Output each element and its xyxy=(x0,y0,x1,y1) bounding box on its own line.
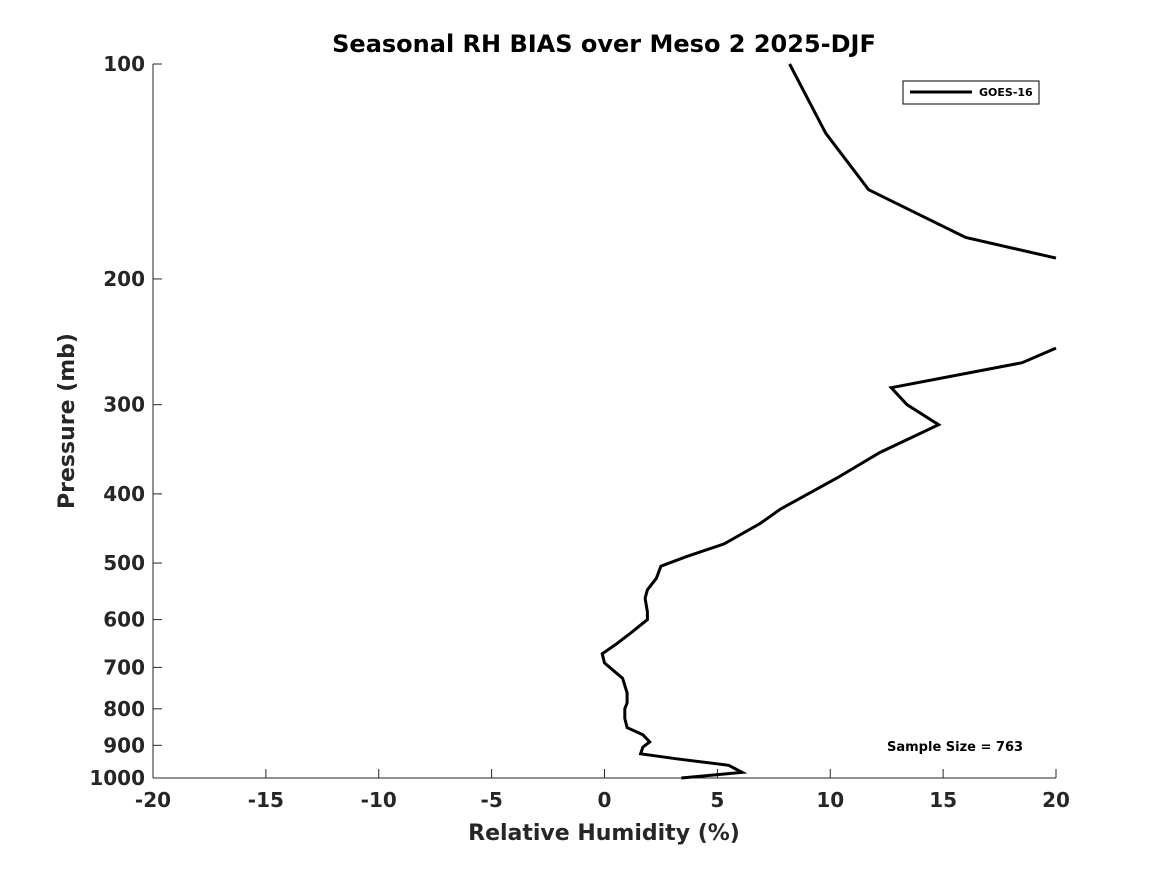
y-tick-label: 700 xyxy=(103,655,145,679)
series-line-goes-16-segment-2 xyxy=(600,346,1057,780)
y-tick-label: 800 xyxy=(103,697,145,721)
plot-area xyxy=(152,64,1056,779)
x-tick-label: 10 xyxy=(816,788,844,812)
series-layer xyxy=(600,63,1057,780)
y-tick-label: 100 xyxy=(103,52,145,76)
x-tick-label: -15 xyxy=(248,788,284,812)
x-axis: -20 -15 -10 -5 0 5 10 15 20 xyxy=(135,769,1070,812)
legend: GOES-16 xyxy=(902,80,1040,105)
x-tick-label: 15 xyxy=(929,788,957,812)
y-tick-label: 1000 xyxy=(89,766,145,790)
y-axis-label: Pressure (mb) xyxy=(55,333,80,509)
series-line-goes-16-segment-1 xyxy=(788,63,1057,260)
y-tick-label: 600 xyxy=(103,608,145,632)
x-tick-label: -5 xyxy=(481,788,503,812)
x-axis-label: Relative Humidity (%) xyxy=(468,821,740,846)
x-tick-label: 0 xyxy=(598,788,612,812)
y-tick-label: 400 xyxy=(103,482,145,506)
sample-size-annotation: Sample Size = 763 xyxy=(887,740,1023,755)
x-tick-label: -20 xyxy=(135,788,171,812)
chart-title: Seasonal RH BIAS over Meso 2 2025-DJF xyxy=(332,30,876,58)
legend-label-goes-16: GOES-16 xyxy=(979,86,1033,99)
y-tick-label: 300 xyxy=(103,393,145,417)
y-tick-label: 200 xyxy=(103,267,145,291)
y-tick-label: 500 xyxy=(103,551,145,575)
y-tick-label: 900 xyxy=(103,733,145,757)
y-axis: 100 200 300 400 500 600 700 800 900 1000 xyxy=(89,52,162,790)
x-tick-label: 5 xyxy=(710,788,724,812)
x-tick-label: 20 xyxy=(1042,788,1070,812)
x-tick-label: -10 xyxy=(361,788,397,812)
